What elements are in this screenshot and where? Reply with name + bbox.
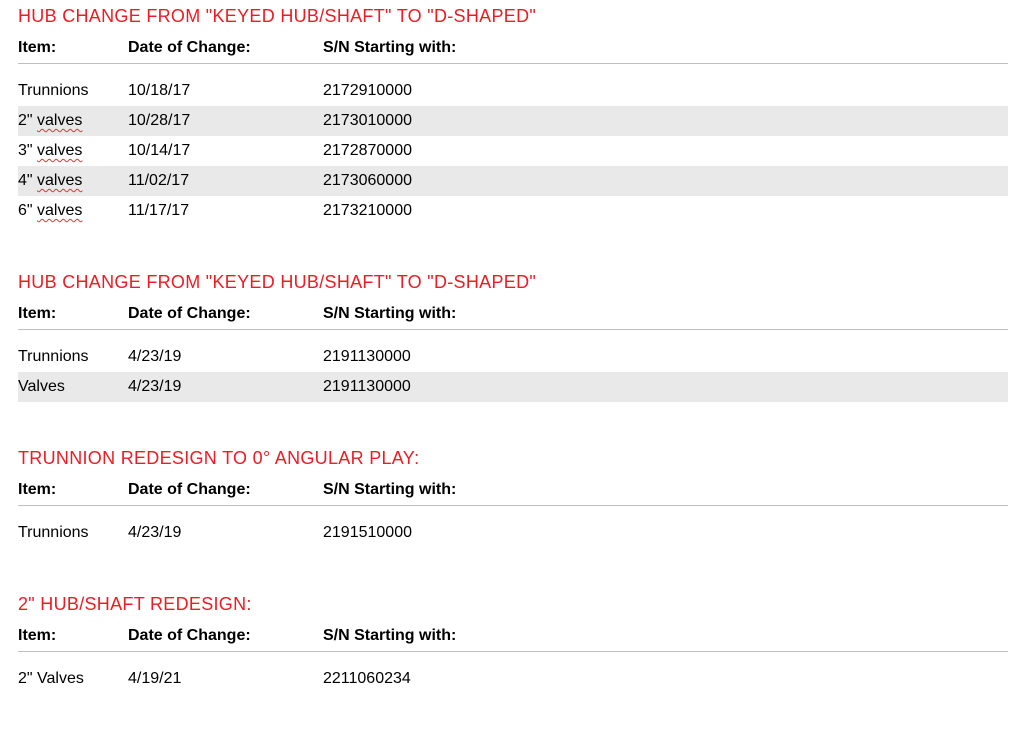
cell-sn: 2191130000	[323, 372, 1008, 402]
item-text: 4"	[18, 172, 37, 189]
table-row: 2" valves10/28/172173010000	[18, 106, 1008, 136]
section-title: HUB CHANGE FROM "KEYED HUB/SHAFT" TO "D-…	[18, 0, 1008, 27]
cell-sn: 2191130000	[323, 330, 1008, 373]
cell-item: Valves	[18, 372, 128, 402]
item-text: 2"	[18, 112, 37, 129]
item-text-spellcheck: valves	[37, 172, 82, 189]
item-text-spellcheck: valves	[37, 202, 82, 219]
column-header-item: Item:	[18, 33, 128, 64]
cell-sn: 2173210000	[323, 196, 1008, 226]
column-header-sn: S/N Starting with:	[323, 475, 1008, 506]
section-0: HUB CHANGE FROM "KEYED HUB/SHAFT" TO "D-…	[18, 0, 1008, 226]
cell-item: Trunnions	[18, 506, 128, 549]
column-header-sn: S/N Starting with:	[323, 299, 1008, 330]
cell-sn: 2191510000	[323, 506, 1008, 549]
item-text-spellcheck: valves	[37, 112, 82, 129]
cell-sn: 2173060000	[323, 166, 1008, 196]
cell-date: 4/23/19	[128, 506, 323, 549]
cell-sn: 2173010000	[323, 106, 1008, 136]
item-text: 2" Valves	[18, 670, 84, 687]
cell-sn: 2172910000	[323, 64, 1008, 107]
cell-date: 4/23/19	[128, 372, 323, 402]
table-row: Trunnions 4/23/192191130000	[18, 330, 1008, 373]
table-row: 2" Valves 4/19/212211060234	[18, 652, 1008, 695]
section-title: HUB CHANGE FROM "KEYED HUB/SHAFT" TO "D-…	[18, 266, 1008, 293]
cell-item: 2" valves	[18, 106, 128, 136]
column-header-date: Date of Change:	[128, 299, 323, 330]
column-header-date: Date of Change:	[128, 621, 323, 652]
column-header-item: Item:	[18, 621, 128, 652]
section-2: TRUNNION REDESIGN TO 0° ANGULAR PLAY: Ite…	[18, 442, 1008, 548]
cell-date: 11/17/17	[128, 196, 323, 226]
item-text: 6"	[18, 202, 37, 219]
section-3: 2" HUB/SHAFT REDESIGN: Item:Date of Chang…	[18, 588, 1008, 694]
cell-date: 4/19/21	[128, 652, 323, 695]
cell-item: 6" valves	[18, 196, 128, 226]
table-row: 4" valves11/02/172173060000	[18, 166, 1008, 196]
column-header-sn: S/N Starting with:	[323, 621, 1008, 652]
cell-date: 10/28/17	[128, 106, 323, 136]
column-header-sn: S/N Starting with:	[323, 33, 1008, 64]
column-header-date: Date of Change:	[128, 475, 323, 506]
table-row: Valves 4/23/192191130000	[18, 372, 1008, 402]
item-text: 3"	[18, 142, 37, 159]
cell-date: 10/18/17	[128, 64, 323, 107]
cell-date: 4/23/19	[128, 330, 323, 373]
cell-item: Trunnions	[18, 64, 128, 107]
cell-item: Trunnions	[18, 330, 128, 373]
column-header-item: Item:	[18, 299, 128, 330]
table-row: 3" valves10/14/172172870000	[18, 136, 1008, 166]
table-row: Trunnions 10/18/172172910000	[18, 64, 1008, 107]
item-text: Trunnions	[18, 82, 89, 99]
cell-date: 10/14/17	[128, 136, 323, 166]
column-header-date: Date of Change:	[128, 33, 323, 64]
item-text: Valves	[18, 378, 65, 395]
cell-item: 2" Valves	[18, 652, 128, 695]
change-table: Item:Date of Change:S/N Starting with:Tr…	[18, 33, 1008, 226]
section-title: 2" HUB/SHAFT REDESIGN:	[18, 588, 1008, 615]
change-table: Item:Date of Change:S/N Starting with:Tr…	[18, 299, 1008, 402]
item-text: Trunnions	[18, 348, 89, 365]
cell-sn: 2211060234	[323, 652, 1008, 695]
cell-sn: 2172870000	[323, 136, 1008, 166]
cell-date: 11/02/17	[128, 166, 323, 196]
cell-item: 3" valves	[18, 136, 128, 166]
change-table: Item:Date of Change:S/N Starting with:Tr…	[18, 475, 1008, 548]
table-row: Trunnions 4/23/192191510000	[18, 506, 1008, 549]
column-header-item: Item:	[18, 475, 128, 506]
item-text: Trunnions	[18, 524, 89, 541]
document-root: HUB CHANGE FROM "KEYED HUB/SHAFT" TO "D-…	[18, 0, 1008, 694]
change-table: Item:Date of Change:S/N Starting with:2"…	[18, 621, 1008, 694]
section-title: TRUNNION REDESIGN TO 0° ANGULAR PLAY:	[18, 442, 1008, 469]
cell-item: 4" valves	[18, 166, 128, 196]
item-text-spellcheck: valves	[37, 142, 82, 159]
table-row: 6" valves11/17/172173210000	[18, 196, 1008, 226]
section-1: HUB CHANGE FROM "KEYED HUB/SHAFT" TO "D-…	[18, 266, 1008, 402]
